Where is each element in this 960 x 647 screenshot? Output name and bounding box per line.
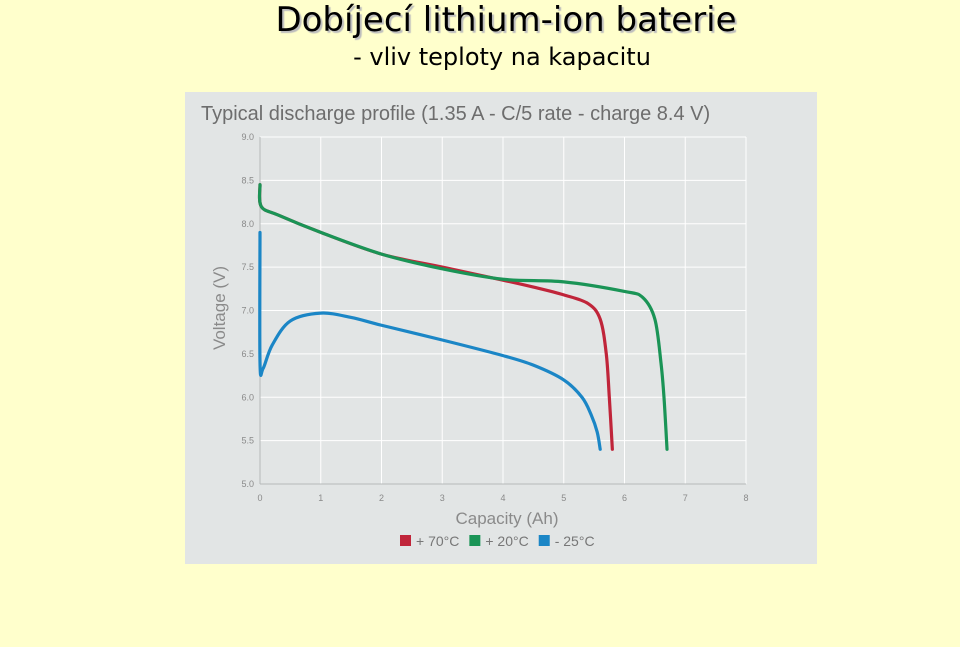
y-tick-label: 7.5	[241, 262, 254, 272]
chart-grid	[259, 136, 747, 485]
y-axis-label: Voltage (V)	[210, 266, 229, 350]
chart-panel: Typical discharge profile (1.35 A - C/5 …	[185, 92, 817, 564]
slide-subtitle: - vliv teploty na kapacitu	[353, 43, 651, 71]
chart-ticks: 0 1 2 3 4 5 6 7 8 5.0 5.5 6.0 6.5 7.0 7.5 8.0 8.5 9.0	[241, 132, 748, 503]
x-tick-label: 5	[561, 493, 566, 503]
legend-swatch	[400, 535, 411, 546]
y-tick-label: 8.0	[241, 219, 254, 229]
y-tick-label: 5.0	[241, 479, 254, 489]
y-tick-label: 6.5	[241, 349, 254, 359]
chart-legend: + 70°C + 20°C - 25°C	[400, 533, 595, 549]
chart-title: Typical discharge profile (1.35 A - C/5 …	[201, 103, 710, 125]
x-tick-label: 2	[379, 493, 384, 503]
x-tick-label: 4	[500, 493, 505, 503]
y-tick-label: 6.0	[241, 392, 254, 402]
x-tick-label: 3	[440, 493, 445, 503]
x-tick-label: 7	[683, 493, 688, 503]
x-tick-label: 8	[743, 493, 748, 503]
legend-label: + 20°C	[485, 533, 528, 549]
y-tick-label: 5.5	[241, 436, 254, 446]
y-tick-label: 7.0	[241, 306, 254, 316]
legend-label: + 70°C	[416, 533, 459, 549]
x-tick-label: 1	[318, 493, 323, 503]
y-tick-label: 9.0	[241, 132, 254, 142]
x-axis-label: Capacity (Ah)	[456, 509, 559, 528]
legend-swatch	[538, 535, 550, 546]
slide-title: Dobíjecí lithium-ion baterie	[275, 0, 737, 40]
legend-swatch	[469, 535, 481, 546]
x-tick-label: 0	[257, 493, 262, 503]
series-line-2	[258, 230, 602, 451]
discharge-chart: Typical discharge profile (1.35 A - C/5 …	[201, 103, 749, 549]
legend-label: - 25°C	[555, 533, 595, 549]
x-tick-label: 6	[622, 493, 627, 503]
y-tick-label: 8.5	[241, 175, 254, 185]
chart-series	[257, 183, 669, 451]
series-line-0	[257, 183, 614, 451]
series-line-1	[257, 183, 669, 451]
